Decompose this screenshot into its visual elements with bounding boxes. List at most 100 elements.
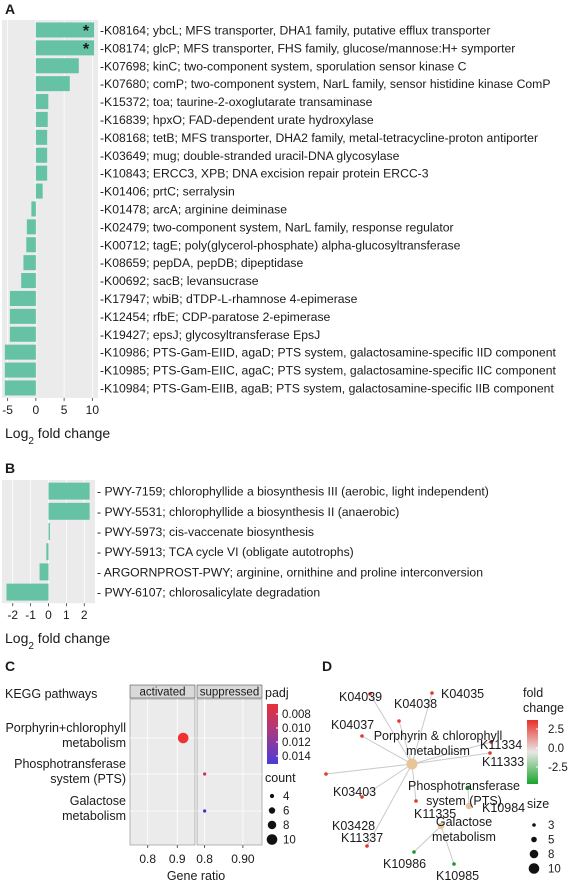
- panel-a-bar: [35, 58, 79, 74]
- panel-c-category-label: Galactose: [70, 794, 126, 808]
- panel-d-gene-node: [360, 734, 364, 738]
- panel-a-bar: [9, 308, 36, 324]
- panel-c-count-legend-dot: [269, 793, 275, 799]
- panel-c-tick-label: 0.90: [231, 852, 255, 866]
- panel-d-gene-node: [430, 691, 434, 695]
- panel-c-facet-strip: [129, 684, 196, 699]
- panel-a-category-label: -K01406; prtC; serralysin: [100, 185, 235, 199]
- panel-d-edge: [398, 720, 413, 765]
- panel-d-gene-node: [489, 740, 493, 744]
- panel-a-bar: [35, 94, 49, 110]
- panel-c-tick-label: 0.9: [169, 852, 186, 866]
- panel-d-gene-label: K11335: [414, 807, 456, 821]
- panel-a-category-label: -K10843; ERCC3, XPB; DNA excision repair…: [100, 167, 429, 181]
- panel-a-bar: [4, 380, 36, 396]
- panel-a-bar: [35, 40, 95, 56]
- panel-a-category-label: -K10985; PTS-Gam-EIIC, agaC; PTS system,…: [100, 364, 556, 378]
- panel-c-padj-tick-label: 0.014: [282, 751, 311, 763]
- panel-c-count-legend-dot: [267, 820, 277, 830]
- panel-label-a: A: [5, 1, 15, 17]
- panel-a-bar: [9, 290, 36, 306]
- panel-d-gene-node: [488, 751, 492, 755]
- panel-d-edge: [361, 763, 413, 798]
- panel-d-edge: [413, 825, 442, 853]
- panel-c-facet-panel: [129, 698, 196, 846]
- panel-b-tick-label: 0: [45, 608, 52, 622]
- panel-a-category-label: -K03649; mug; double-stranded uracil-DNA…: [100, 149, 400, 163]
- panel-d-size-legend-dot: [531, 836, 537, 843]
- panel-d-gene-node: [360, 795, 364, 799]
- panel-d-hub-label: metabolism: [432, 830, 496, 844]
- panel-d-hub-node: [437, 822, 445, 830]
- panel-d-gene-node: [412, 850, 416, 854]
- panel-b-category-label: - PWY-5913; TCA cycle VI (obligate autot…: [97, 545, 354, 559]
- panel-d-size-legend-dot: [532, 823, 536, 827]
- panel-d-edge: [440, 825, 455, 865]
- panel-a-bar: [26, 237, 36, 253]
- panel-a-bar: [35, 165, 48, 181]
- panel-a-category-label: -K08168; tetB; MFS transporter, DHA2 fam…: [100, 131, 538, 145]
- panel-a-category-label: -K17947; wbiB; dTDP-L-rhamnose 4-epimera…: [100, 292, 358, 306]
- panel-d-gene-node: [397, 719, 401, 723]
- panel-b-tick-label: -1: [25, 608, 36, 622]
- panel-a-category-label: -K01478; arcA; arginine deiminase: [100, 202, 287, 216]
- panel-d-size-legend-dot: [528, 863, 540, 874]
- panel-label-d: D: [322, 658, 332, 674]
- panel-b-category-label: - PWY-6107; chlorosalicylate degradation: [97, 586, 320, 600]
- panel-a-significance-star: *: [83, 41, 90, 58]
- panel-c-count-legend-label: 4: [283, 791, 290, 803]
- panel-c-padj-tick-label: 0.012: [282, 737, 311, 749]
- panel-d-gene-node: [452, 862, 456, 866]
- panel-a-tick-label: 0: [33, 403, 40, 417]
- panel-c-count-legend-label: 6: [283, 806, 289, 818]
- panel-d-hub-label: Galactose: [436, 815, 492, 829]
- panel-d-fold-legend-title: change: [523, 701, 564, 715]
- panel-c-count-legend-label: 8: [283, 820, 289, 832]
- panel-d-fold-tick-label: 0.0: [548, 743, 564, 755]
- panel-a-category-label: -K08164; ybcL; MFS transporter, DHA1 fam…: [100, 23, 490, 37]
- panel-a-significance-star: *: [83, 23, 90, 40]
- panel-a-bar: [9, 326, 36, 342]
- panel-d-hub-node: [406, 758, 418, 770]
- panel-c-facet-strip: [196, 684, 263, 699]
- panel-b-category-label: - PWY-7159; chlorophyllide a biosynthesi…: [97, 485, 489, 499]
- panel-a-bar: [4, 344, 36, 360]
- panel-d-edge: [411, 692, 433, 765]
- panel-d-gene-label: K04039: [339, 690, 382, 704]
- panel-a-bar: [31, 201, 36, 217]
- panel-c-padj-colorbar: [267, 704, 278, 764]
- panel-c-category-label: metabolism: [62, 736, 126, 750]
- panel-a-category-label: -K00712; tagE; poly(glycerol-phosphate) …: [100, 238, 461, 252]
- panel-d-fold-colorbar: [527, 720, 538, 784]
- panel-c-point: [177, 732, 189, 744]
- panel-c-facet-panel: [196, 698, 263, 846]
- panel-d-size-legend-dot: [529, 849, 539, 859]
- panel-d-size-legend-label: 8: [548, 849, 554, 861]
- panel-c-point: [203, 772, 207, 776]
- panel-c-count-legend-title: count: [265, 771, 296, 785]
- panel-d-edge: [411, 763, 417, 802]
- panel-a-category-label: -K10986; PTS-Gam-EIID, agaD; PTS system,…: [100, 346, 556, 360]
- panel-a-category-label: -K08659; pepDA, pepDB; dipeptidase: [100, 256, 303, 270]
- panel-d-edge: [325, 763, 413, 775]
- panel-a-category-label: -K07680; comP; two-component system, Nar…: [100, 77, 550, 91]
- panel-a-bar: [21, 273, 36, 289]
- panel-d-edge: [411, 741, 492, 765]
- panel-d-size-legend-label: 10: [548, 864, 561, 876]
- panel-a-bar: [26, 219, 36, 235]
- panel-a-bar: [35, 183, 43, 199]
- panel-c-padj-legend-title: padj: [265, 686, 289, 700]
- panel-d-gene-label: K10985: [436, 869, 479, 883]
- panel-a-bar: [4, 362, 36, 378]
- panel-b-bar: [48, 502, 90, 520]
- panel-c-category-label: Porphyrin+chlorophyll: [5, 721, 126, 735]
- panel-d-gene-label: K03428: [332, 819, 375, 833]
- panel-d-gene-label: K10986: [383, 857, 426, 871]
- panel-a-tick-label: -5: [2, 403, 13, 417]
- panel-a-tick-label: 5: [61, 403, 68, 417]
- panel-d-fold-tick-label: 2.5: [548, 724, 564, 736]
- panel-d-hub-label: metabolism: [406, 744, 470, 758]
- panel-b-category-label: - ARGORNPROST-PWY; arginine, ornithine a…: [97, 565, 483, 579]
- panel-a-category-label: -K02479; two-component system, NarL fami…: [100, 220, 454, 234]
